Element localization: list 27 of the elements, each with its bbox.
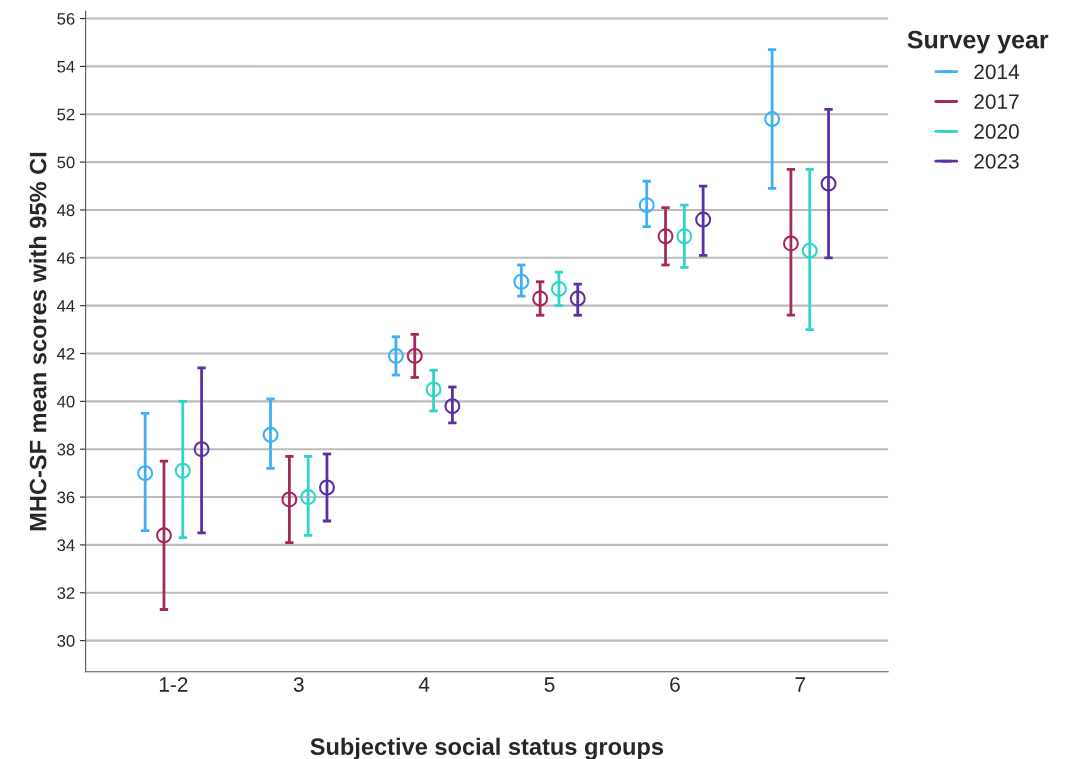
legend-label: 2023 [974,153,1019,169]
y-tick-label: 48 [57,204,75,217]
y-tick-label: 56 [57,12,75,25]
y-tick-label: 52 [57,108,75,121]
y-tick-label: 46 [57,252,75,265]
y-tick-label: 54 [57,60,75,73]
y-tick-label: 30 [57,635,75,647]
x-axis-title: Subjective social status groups [310,737,664,759]
y-axis-title: MHC-SF mean scores with 95% CI [29,152,47,531]
y-tick-label: 32 [57,587,75,599]
x-tick-label: 6 [670,677,680,692]
y-tick-label: 38 [57,443,75,456]
legend-label: 2014 [974,64,1020,80]
x-tick-label: 4 [418,677,430,692]
legend-title: Survey year [907,30,1049,54]
x-tick-label: 5 [544,677,555,692]
legend-label: 2020 [974,124,1019,139]
y-tick-label: 50 [57,156,75,169]
y-tick-label: 36 [57,491,75,504]
legend-label: 2017 [974,94,1019,109]
y-tick-label: 40 [57,395,75,408]
y-tick-label: 34 [57,539,75,552]
y-tick-label: 42 [57,347,75,360]
x-tick-label: 7 [795,677,806,692]
y-tick-label: 44 [57,300,75,312]
x-tick-label: 1-2 [159,677,188,692]
x-tick-label: 3 [293,677,304,692]
